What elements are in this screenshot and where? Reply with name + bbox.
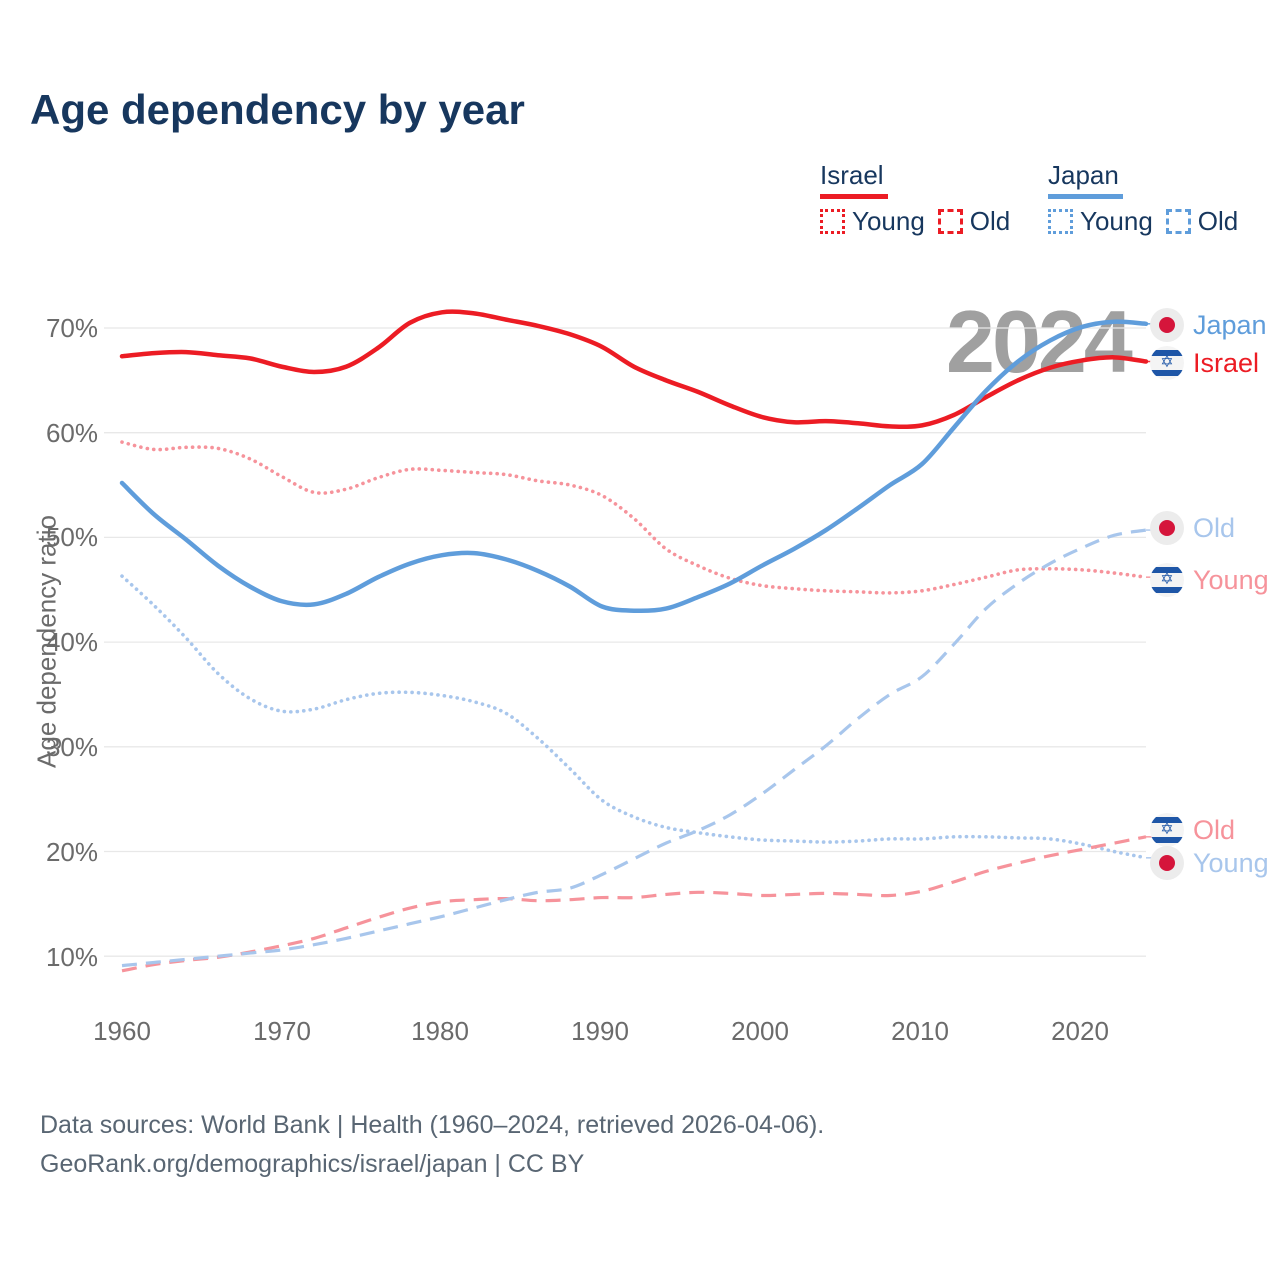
- japan-old-swatch-icon: [1165, 209, 1191, 234]
- series-label-text: Young: [1193, 848, 1269, 878]
- israel-flag-icon: ✡: [1150, 563, 1184, 597]
- israel-flag-icon: ✡: [1150, 813, 1184, 847]
- legend-item-label: Old: [1197, 206, 1239, 236]
- watermark-year: 2024: [946, 292, 1133, 391]
- y-tick-10: 10%: [45, 942, 98, 972]
- legend-item-label: Young: [852, 206, 925, 236]
- x-tick-1990: 1990: [571, 1016, 629, 1046]
- series-label-text: Old: [1193, 513, 1236, 543]
- y-tick-40: 40%: [45, 627, 98, 657]
- legend-japan-items: Young Old: [1048, 206, 1238, 237]
- series-japan_young-line: [120, 574, 1148, 860]
- x-tick-2020: 2020: [1051, 1016, 1109, 1046]
- israel-young-swatch-icon: [820, 209, 845, 234]
- footer-attribution-line: GeoRank.org/demographics/israel/japan | …: [40, 1150, 585, 1178]
- series-israel_old-line: [121, 835, 1147, 973]
- series-japan_old-line: [121, 528, 1147, 968]
- legend-israel-items: Young Old: [820, 206, 1010, 237]
- x-tick-1970: 1970: [253, 1016, 311, 1046]
- series-label-text: Old: [1193, 815, 1236, 845]
- series-israel_young-line: [120, 440, 1148, 595]
- series-label-japan-old: Old: [1150, 510, 1235, 546]
- legend-group-israel: Israel Young Old: [820, 160, 1010, 237]
- legend-group-japan: Japan Young Old: [1048, 160, 1238, 237]
- series-label-israel-old: ✡ Old: [1150, 812, 1235, 848]
- israel-old-swatch-icon: [937, 209, 963, 234]
- legend-item-israel-old: Old: [937, 206, 1011, 237]
- x-tick-1980: 1980: [411, 1016, 469, 1046]
- legend-item-japan-old: Old: [1165, 206, 1239, 237]
- y-tick-50: 50%: [45, 522, 98, 552]
- legend-item-japan-young: Young: [1048, 206, 1153, 237]
- x-tick-2000: 2000: [731, 1016, 789, 1046]
- series-label-text: Israel: [1193, 348, 1260, 378]
- legend-japan-label: Japan: [1048, 160, 1123, 199]
- y-tick-70: 70%: [45, 313, 98, 343]
- page-title: Age dependency by year: [30, 86, 525, 133]
- footer: Data sources: World Bank | Health (1960–…: [40, 1106, 824, 1184]
- y-tick-60: 60%: [45, 418, 98, 448]
- japan-flag-icon: [1150, 846, 1184, 880]
- series-label-israel-young: ✡ Young: [1150, 562, 1269, 598]
- y-tick-30: 30%: [45, 732, 98, 762]
- legend-item-label: Young: [1080, 206, 1153, 236]
- x-tick-2010: 2010: [891, 1016, 949, 1046]
- series-label-text: Young: [1193, 565, 1269, 595]
- legend-item-label: Old: [969, 206, 1011, 236]
- series-label-japan-total: Japan: [1150, 307, 1267, 343]
- japan-flag-icon: [1150, 308, 1184, 342]
- series-label-text: Japan: [1193, 310, 1267, 340]
- japan-flag-icon: [1150, 511, 1184, 545]
- y-tick-20: 20%: [45, 837, 98, 867]
- legend-israel-label: Israel: [820, 160, 888, 199]
- x-tick-1960: 1960: [93, 1016, 151, 1046]
- footer-source-line: Data sources: World Bank | Health (1960–…: [40, 1111, 825, 1139]
- series-label-israel-total: ✡ Israel: [1150, 345, 1259, 381]
- legend-item-israel-young: Young: [820, 206, 925, 237]
- series-label-japan-young: Young: [1150, 845, 1269, 881]
- japan-young-swatch-icon: [1048, 209, 1073, 234]
- israel-flag-icon: ✡: [1150, 346, 1184, 380]
